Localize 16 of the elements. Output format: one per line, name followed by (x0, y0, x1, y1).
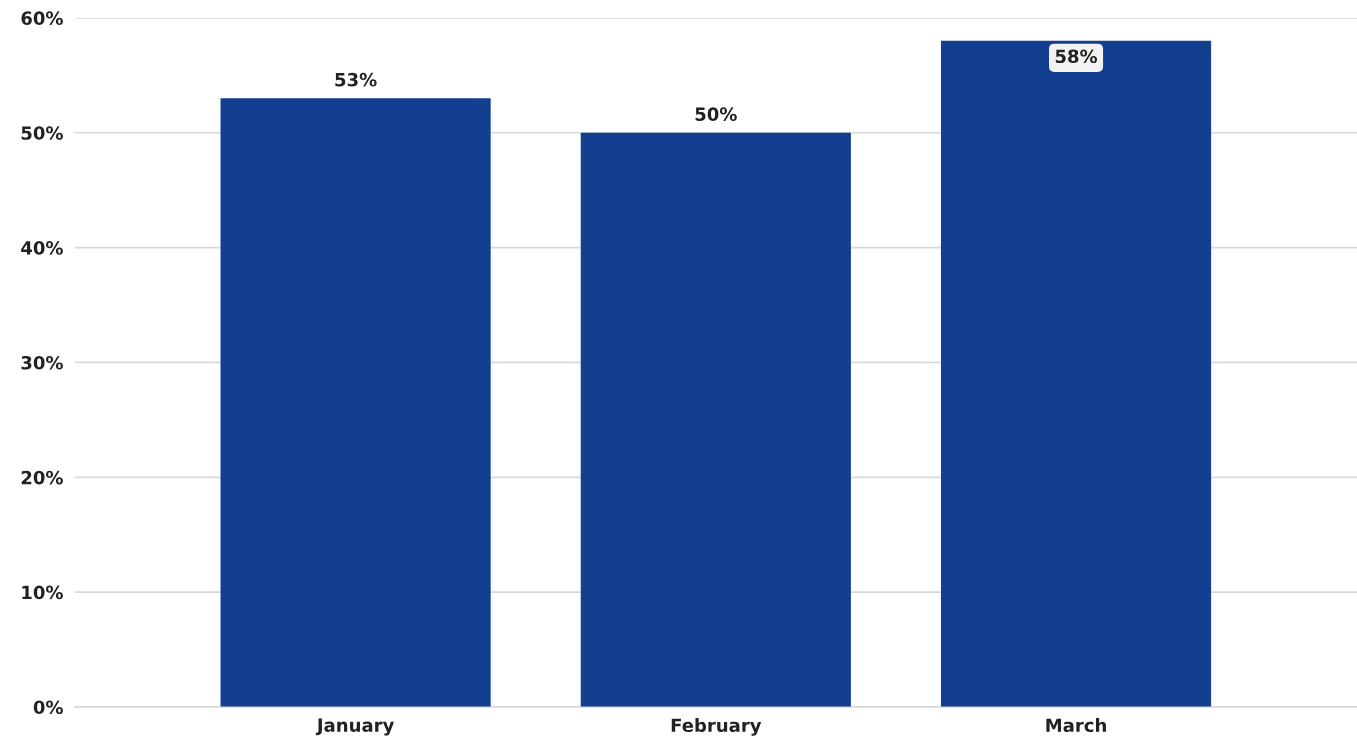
y-tick-label: 20% (21, 470, 63, 485)
y-tick-label: 40% (21, 241, 63, 255)
y-tick-label: 30% (21, 355, 63, 370)
y-tick-label: 50% (21, 126, 63, 140)
bar (580, 132, 851, 707)
data-label: 50% (695, 107, 737, 121)
x-tick-label: February (671, 718, 762, 736)
y-tick-label: 60% (21, 11, 63, 25)
x-tick-label: January (315, 718, 395, 736)
data-label: 53% (335, 72, 377, 87)
data-label: 58% (1055, 49, 1098, 64)
bar (940, 40, 1212, 707)
x-tick-label: March (1046, 718, 1106, 733)
y-tick-label: 10% (22, 585, 63, 600)
y-tick-label: 0% (33, 700, 63, 715)
bar (220, 98, 491, 707)
